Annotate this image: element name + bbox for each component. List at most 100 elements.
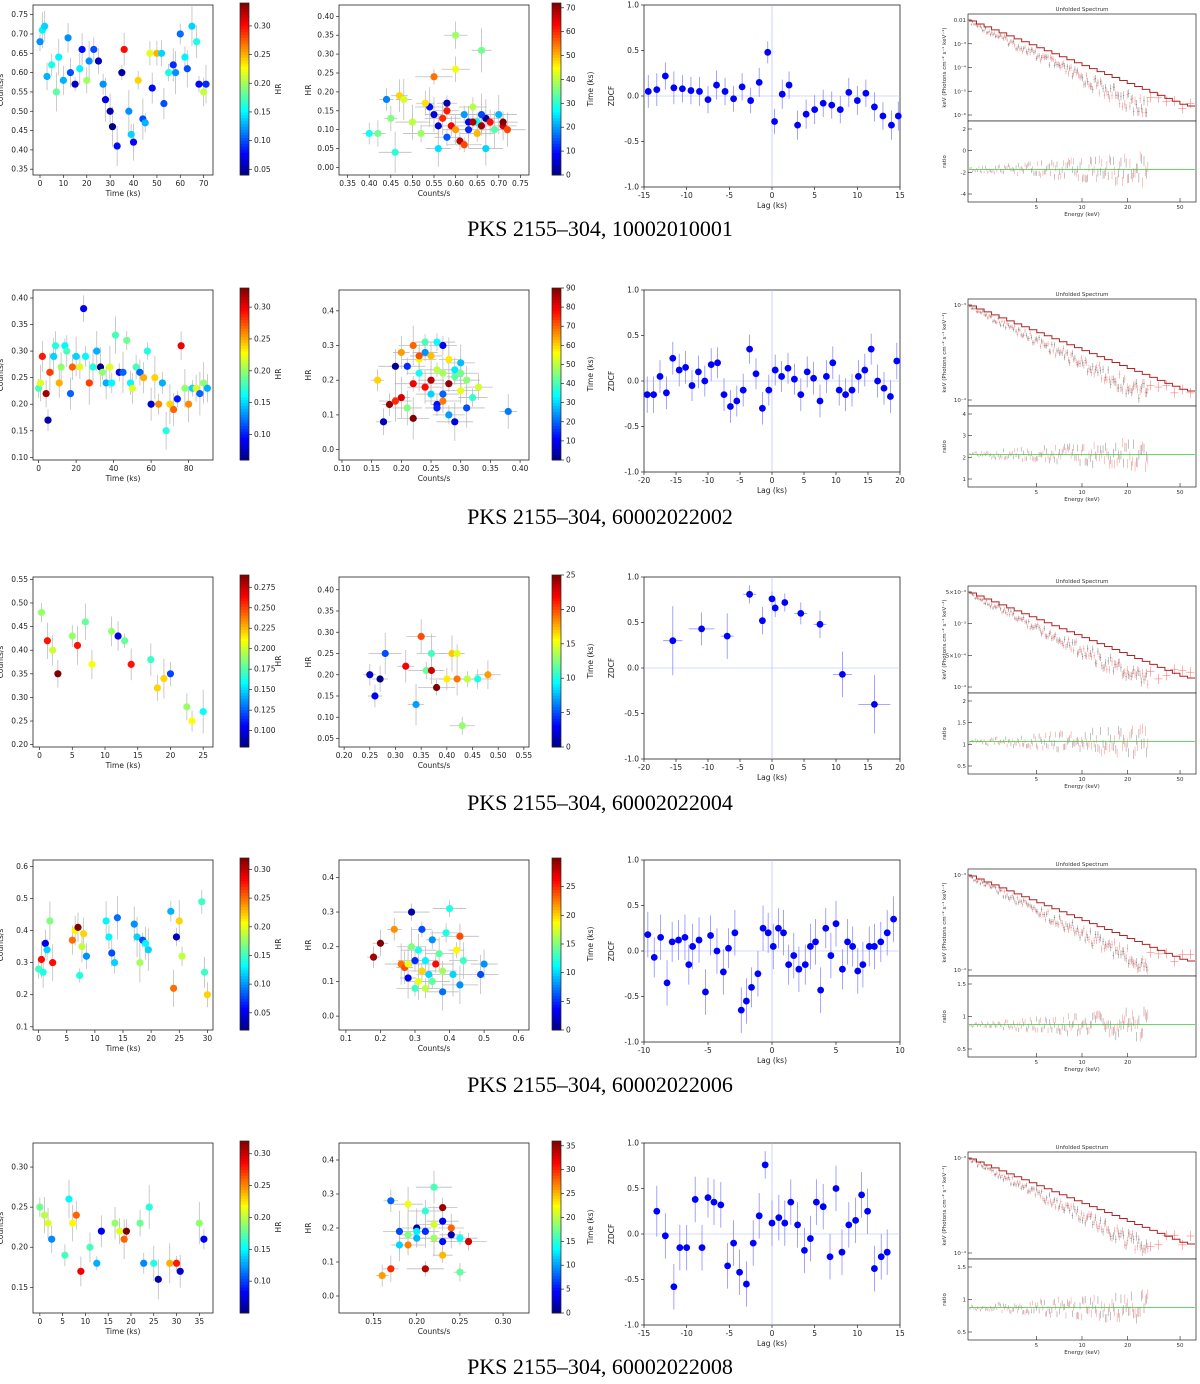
data-point [725,944,732,952]
colorbar-segment [240,646,249,651]
colorbar-segment [552,348,561,352]
data-point [113,914,121,922]
data-point [448,649,456,658]
data-point [387,1197,395,1205]
zdcf-panel: -20 -15 -10 -5 0 5 10 15 20-1.0-0.50.00.51.0Lag … [607,286,905,496]
data-point [203,991,211,999]
colorbar-segment [240,1244,249,1248]
colorbar-segment [552,606,561,610]
data-point [451,418,459,426]
data-point [794,121,801,129]
colorbar-segment [240,981,249,985]
colorbar-segment [240,348,249,352]
colorbar-segment [240,43,249,47]
colorbar-segment [240,439,249,444]
colorbar-segment [552,892,561,896]
x-tick-label: 20 [126,1317,136,1326]
y-tick-label: 0.55 [11,575,28,584]
y-tick-label: 0.15 [11,1283,28,1292]
spectrum-top-frame [967,298,1197,407]
colorbar-segment [552,154,561,159]
data-point [403,362,411,370]
colorbar-segment [552,1307,561,1311]
data-point [871,103,878,111]
colorbar-segment [552,1007,561,1011]
data-point [141,939,150,947]
colorbar-segment [240,1298,249,1303]
data-point [695,368,702,376]
colorbar-segment [240,1001,249,1005]
x-tick-label: 15 [895,191,905,200]
data-point [37,608,46,617]
colorbar-segment [552,921,561,925]
colorbar-segment [240,858,249,862]
y-tick-label: 0.70 [11,29,28,38]
data-point [738,83,746,91]
colorbar-segment [552,434,561,438]
data-point [94,57,103,65]
x-tick-label: 0.45 [464,751,481,760]
x-tick-label: 40 [109,464,119,473]
data-point [829,359,837,367]
data-point [743,997,750,1005]
colorbar-segment [552,439,561,444]
colorbar-segment [552,972,561,977]
data-point [133,933,141,941]
colorbar-segment [552,1304,561,1308]
colorbar-segment [240,40,249,44]
y-tick-label: 0.3 [16,958,28,967]
y-axis-label: Counts/s [0,646,5,679]
colorbar-segment [240,154,249,159]
colorbar-segment [240,166,249,170]
colorbar-segment [552,1301,561,1305]
data-point [781,1219,789,1227]
data-point [169,61,177,69]
x-tick-label: 0.75 [512,179,529,188]
colorbar-tick-label: 0.15 [254,398,271,407]
data-point [43,946,51,954]
colorbar-tick-label: 0.15 [254,107,271,116]
data-points [663,585,891,734]
colorbar-segment [552,1221,561,1225]
spectrum-panel: Unfolded Spectrum5×10⁻³10⁻³5×10⁻⁴10⁻⁴21.… [941,579,1197,790]
data-point [422,666,430,675]
data-point [188,717,196,725]
x-tick-label: 0.20 [393,464,410,473]
data-point [679,85,686,93]
x-axis-label: Lag (ks) [757,201,787,210]
y-tick-label: 0.20 [11,740,28,749]
colorbar-segment [240,681,249,685]
y-tick-label: 0.15 [11,426,28,435]
model-line [969,20,1195,107]
colorbar-segment [240,597,249,602]
colorbar-segment [240,686,249,691]
x-tick-label: 30 [172,1317,182,1326]
colorbar-segment [552,17,561,21]
colorbar-segment [552,1146,561,1151]
data-point [157,49,166,57]
data-point [154,1275,162,1283]
data-point [136,959,144,967]
y-tick-label: 0.30 [11,347,28,356]
data-point [812,938,819,946]
data-point [477,122,486,130]
spectrum-ratio-frame [967,1258,1197,1341]
colorbar-segment [240,669,249,673]
colorbar-segment [240,946,249,951]
colorbar-segment [552,926,561,931]
y-tick-label: -1.0 [624,1321,639,1330]
colorbar-segment [552,382,561,386]
colorbar-frame [551,2,562,176]
colorbar-segment [552,299,561,303]
data-point [477,46,486,54]
colorbar-tick-label: 0.30 [254,865,271,874]
colorbar-segment [552,1241,561,1245]
colorbar-segment [552,74,561,79]
x-tick-label: 30 [203,1034,213,1043]
colorbar-segment [240,172,249,176]
data-point [739,386,747,394]
colorbar-tick-label: 0.30 [254,303,271,312]
row-caption: PKS 2155–304, 10002010001 [467,216,733,241]
colorbar-tick-label: 0.20 [254,1213,271,1222]
colorbar-tick-label: 40 [566,75,576,84]
